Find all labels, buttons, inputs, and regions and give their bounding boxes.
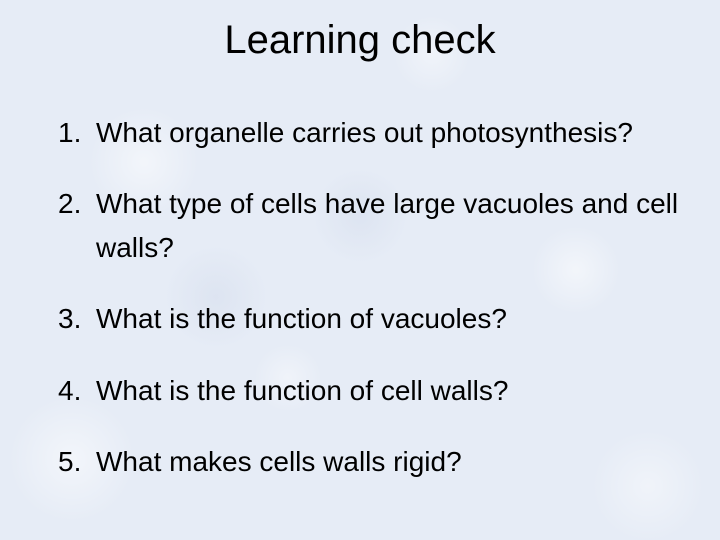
list-text: What is the function of cell walls? xyxy=(96,369,680,412)
list-item: 2. What type of cells have large vacuole… xyxy=(58,182,680,269)
list-text: What is the function of vacuoles? xyxy=(96,297,680,340)
list-item: 5. What makes cells walls rigid? xyxy=(58,440,680,483)
list-item: 4. What is the function of cell walls? xyxy=(58,369,680,412)
question-list: 1. What organelle carries out photosynth… xyxy=(40,111,680,483)
list-text: What organelle carries out photosynthesi… xyxy=(96,111,680,154)
list-number: 5. xyxy=(58,440,96,483)
slide-title: Learning check xyxy=(40,18,680,63)
list-item: 1. What organelle carries out photosynth… xyxy=(58,111,680,154)
list-number: 4. xyxy=(58,369,96,412)
list-text: What type of cells have large vacuoles a… xyxy=(96,182,680,269)
list-item: 3. What is the function of vacuoles? xyxy=(58,297,680,340)
list-number: 2. xyxy=(58,182,96,225)
slide-container: Learning check 1. What organelle carries… xyxy=(0,0,720,540)
list-number: 1. xyxy=(58,111,96,154)
list-text: What makes cells walls rigid? xyxy=(96,440,680,483)
list-number: 3. xyxy=(58,297,96,340)
